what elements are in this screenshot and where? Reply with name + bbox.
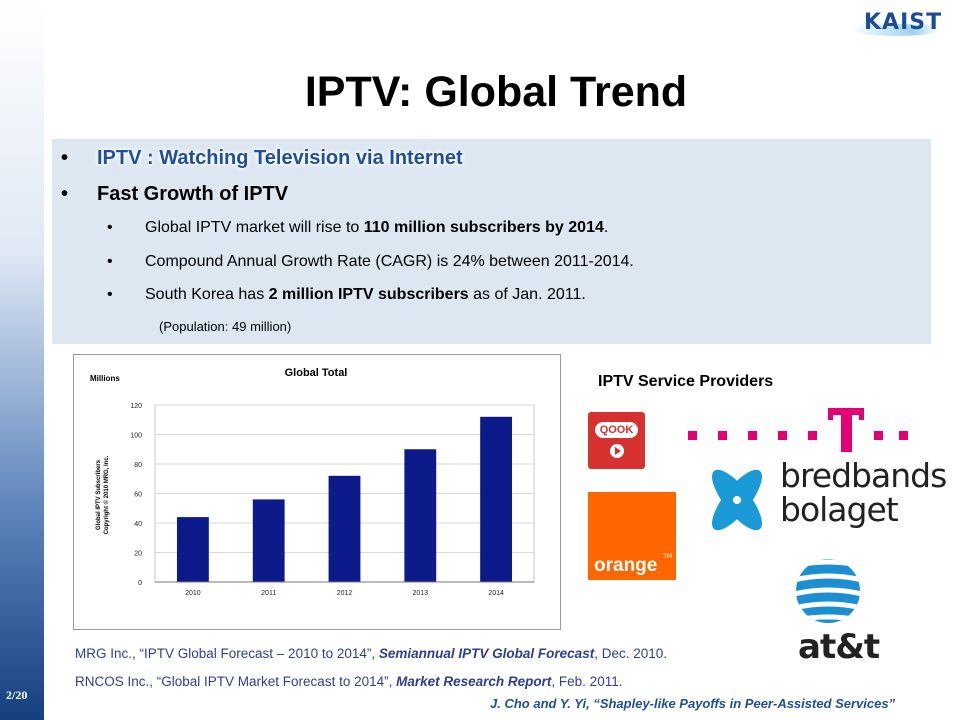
chart-y-axis-label: Global IPTV Subscribers <box>96 459 102 530</box>
chart-x-tick-label: 2012 <box>337 590 353 597</box>
chart-y-tick-label: 60 <box>134 492 142 499</box>
t-mobile-logo <box>688 408 908 452</box>
bullet-fast-growth: • Fast Growth of IPTV <box>61 183 289 206</box>
bar-chart: Millions Global Total Global IPTV Subscr… <box>90 367 535 597</box>
telenor-propeller-icon <box>712 469 762 531</box>
bullet-dot: • <box>61 147 69 169</box>
subbullet-korea: • South Korea has 2 million IPTV subscrib… <box>107 286 586 304</box>
bullet-box <box>52 139 931 344</box>
bredband-line-2: bolaget <box>780 490 899 529</box>
reference-date: , Feb. 2011. <box>551 674 623 689</box>
chart-x-tick-label: 2013 <box>413 590 429 597</box>
chart-y-tick-label: 120 <box>130 403 142 410</box>
reference-text: MRG Inc., “IPTV Global Forecast – 2010 t… <box>75 646 379 661</box>
bredbandsbolaget-logo: bredbands bolaget <box>692 455 947 545</box>
chart-y-tick-label: 80 <box>134 462 142 469</box>
kaist-logo: KAIST <box>850 10 943 40</box>
page-title: IPTV: Global Trend <box>304 68 688 116</box>
reference-date: , Dec. 2010. <box>594 646 667 661</box>
orange-trademark: TM <box>663 554 672 560</box>
subbullet-text: Global IPTV market will rise to <box>145 219 364 236</box>
qook-logo-text: QOOK <box>595 422 638 438</box>
reference-1: MRG Inc., “IPTV Global Forecast – 2010 t… <box>75 646 667 661</box>
subbullet-text: South Korea has <box>145 286 269 303</box>
chart-y-tick-label: 20 <box>134 551 142 558</box>
chart-x-tick-label: 2011 <box>261 590 276 597</box>
kaist-swoosh <box>850 24 940 36</box>
play-icon <box>610 444 624 458</box>
chart-y-tick-label: 0 <box>138 580 142 587</box>
bullet-dot: • <box>61 183 69 205</box>
chart-bar-2010 <box>176 517 209 582</box>
chart-bar-2013 <box>404 449 437 582</box>
page-number: 2/20 <box>6 688 28 702</box>
subbullet-text-end: as of Jan. 2011. <box>468 286 586 303</box>
orange-logo-text: orange <box>594 555 658 576</box>
chart-bar-2014 <box>480 416 513 582</box>
subbullet-text-end: . <box>603 219 609 236</box>
att-globe-icon <box>796 559 860 623</box>
qook-logo: QOOK <box>588 412 645 469</box>
footer-citation: J. Cho and Y. Yi, “Shapley-like Payoffs … <box>490 696 896 711</box>
chart-container: Millions Global Total Global IPTV Subscr… <box>73 354 561 630</box>
bullet-text: Fast Growth of IPTV <box>97 183 289 205</box>
chart-bars <box>176 416 513 582</box>
bullet-dot: • <box>107 253 113 270</box>
bredband-line-1: bredbands <box>780 456 947 495</box>
sidebar-gradient <box>0 0 44 720</box>
chart-axes: 0 20 40 60 80 100 120 2010 2011 2012 2013 2014 <box>130 403 534 597</box>
bullet-dot: • <box>107 219 113 236</box>
subbullet-bold: 110 million subscribers by 2014 <box>363 219 604 236</box>
chart-x-tick-label: 2014 <box>488 590 504 597</box>
chart-x-tick-label: 2010 <box>185 590 201 597</box>
bullet-iptv-definition: • IPTV : Watching Television via Interne… <box>61 147 463 170</box>
kaist-logo-text: KAIST <box>864 10 943 35</box>
chart-unit-label: Millions <box>90 374 120 383</box>
bredbandsbolaget-text: bredbands bolaget <box>780 456 947 529</box>
chart-title: Global Total <box>285 367 348 379</box>
chart-y-tick-label: 40 <box>134 521 142 528</box>
reference-source: Market Research Report <box>396 674 552 689</box>
chart-bar-2011 <box>252 499 285 582</box>
subbullet-bold: 2 million IPTV subscribers <box>268 286 469 303</box>
reference-text: RNCOS Inc., “Global IPTV Market Forecast… <box>75 674 397 689</box>
subbullet-cagr: • Compound Annual Growth Rate (CAGR) is 2… <box>107 253 634 271</box>
reference-2: RNCOS Inc., “Global IPTV Market Forecast… <box>75 674 622 689</box>
bullet-text: IPTV : Watching Television via Internet <box>97 147 463 169</box>
chart-bar-2012 <box>328 475 361 582</box>
orange-logo: orange TM <box>588 492 676 580</box>
providers-title: IPTV Service Providers <box>598 373 774 390</box>
bullet-dot: • <box>107 286 113 303</box>
chart-copyright: Copyright © 2010 MRG, Inc. <box>103 455 110 534</box>
chart-y-tick-label: 100 <box>130 433 142 440</box>
subbullet-text: Compound Annual Growth Rate (CAGR) is 24… <box>145 253 634 270</box>
population-note: (Population: 49 million) <box>159 319 292 334</box>
reference-source: Semiannual IPTV Global Forecast <box>378 646 595 661</box>
subbullet-market: • Global IPTV market will rise to 110 mil… <box>107 219 609 237</box>
att-logo: at&t <box>790 555 880 667</box>
att-logo-text: at&t <box>798 627 880 667</box>
